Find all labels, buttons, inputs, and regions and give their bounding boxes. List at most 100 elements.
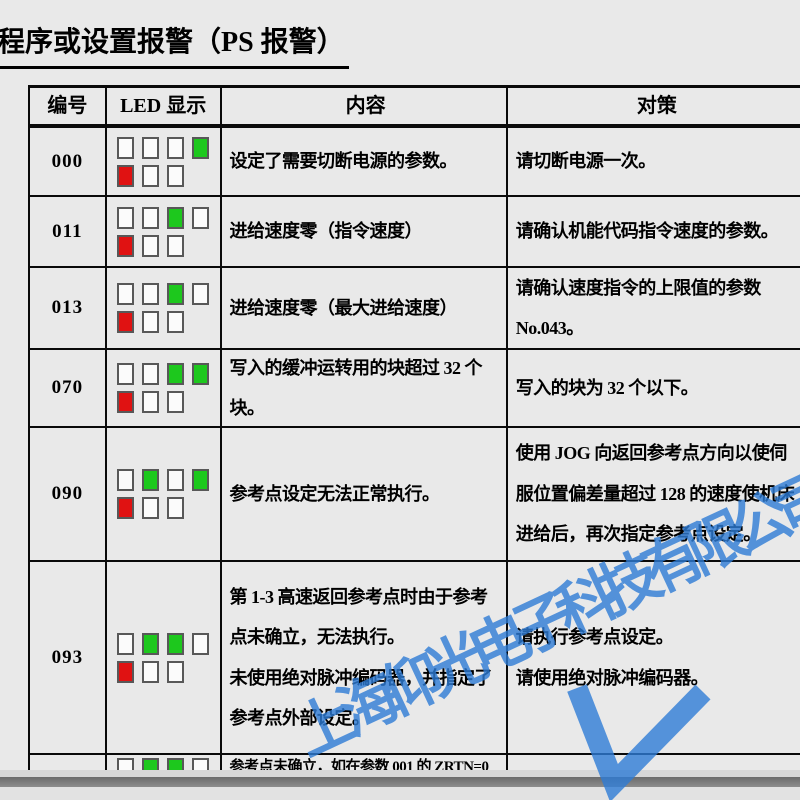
action-cell: 使用 JOG 向返回参考点方向以使伺服位置偏差量超过 128 的速度使机床进给后… [505,428,800,560]
led-row [117,469,210,491]
table-header-row: 编号 LED 显示 内容 对策 [30,88,800,128]
bottom-divider-bar [0,777,800,787]
led-square [167,206,185,229]
content-cell: 进给速度零（最大进给速度） [219,268,506,348]
led-square [117,632,135,655]
led-square [167,391,185,413]
content-cell: 参考点设定无法正常执行。 [219,428,506,560]
led-square [117,391,135,413]
led-row [117,363,210,385]
led-indicator [117,206,210,257]
led-square [142,206,160,229]
alarm-content: 参考点未确立，如在参数 001 的 ZRTN=0 [229,759,489,770]
alarm-action: 使用 JOG 向返回参考点方向以使伺服位置偏差量超过 128 的速度使机床进给后… [515,443,795,545]
table-row: 093 第 1-3 高速返回参考点时由于参考点未确立，无法执行。 未使用绝对脉冲… [30,562,800,755]
led-square [142,234,160,257]
alarm-action: 请切断电源一次。 [515,151,657,172]
alarm-id-cell: 011 [30,197,105,266]
led-row [117,391,185,413]
led-square [167,311,185,333]
led-square [192,206,210,229]
action-cell: 请执行参考点设定。 请使用绝对脉冲编码器。 [505,562,800,753]
action-cell: 请确认速度指令的上限值的参数 No.043。 [505,268,800,348]
content-cell: 写入的缓冲运转用的块超过 32 个块。 [219,350,506,426]
led-square [192,758,210,770]
led-square [117,497,135,519]
content-cell: 第 1-3 高速返回参考点时由于参考点未确立，无法执行。 未使用绝对脉冲编码器，… [219,562,506,753]
led-square [142,660,160,683]
led-square [142,391,160,413]
led-square [142,164,160,187]
alarm-id-cell: 013 [30,268,105,348]
led-square [167,632,185,655]
table-row: 013 进给速度零（最大进给速度） 请确认速度指令的上限值的参数 No.043。 [30,268,800,350]
led-cell [104,755,220,770]
table-row: 参考点未确立，如在参数 001 的 ZRTN=0 [30,755,800,770]
table-row: 000 设定了需要切断电源的参数。 请切断电源一次。 [30,128,800,197]
content-cell: 进给速度零（指令速度） [219,197,506,266]
led-square [117,206,135,229]
led-indicator [117,136,210,187]
alarm-id: 011 [52,220,83,242]
alarm-id: 090 [51,483,84,504]
header-label: LED 显示 [120,95,207,117]
action-cell: 写入的块为 32 个以下。 [505,350,800,426]
led-square [167,660,185,683]
alarm-action: 请确认速度指令的上限值的参数 No.043。 [515,277,762,339]
led-square [167,234,185,257]
header-cell-content: 内容 [219,88,506,124]
led-square [192,136,210,159]
led-row [117,234,185,257]
led-square [167,164,185,187]
led-square [167,136,185,159]
alarm-table: 编号 LED 显示 内容 对策 000 设定了需要切断电源的参数。 请切断电源一… [28,85,800,770]
action-cell: 请确认机能代码指令速度的参数。 [505,197,800,266]
led-row [117,206,210,229]
alarm-id-cell: 000 [30,128,105,195]
led-square [117,283,135,305]
alarm-id: 000 [51,150,84,172]
header-cell-led: LED 显示 [104,88,220,124]
led-square [117,469,135,491]
led-square [167,363,185,385]
led-square [142,497,160,519]
led-square [167,758,185,770]
led-cell [104,350,220,426]
header-label: 编号 [47,95,88,117]
led-square [117,758,135,770]
header-cell-id: 编号 [30,88,105,124]
led-square [142,758,160,770]
led-square [142,632,160,655]
led-cell [104,562,220,753]
table-row: 090 参考点设定无法正常执行。 使用 JOG 向返回参考点方向以使伺服位置偏差… [30,428,800,562]
led-row [117,311,185,333]
page-title: 程序或设置报警（PS 报警） [0,20,349,69]
led-square [142,311,160,333]
led-square [117,234,135,257]
led-square [192,283,210,305]
bottom-margin-area [0,787,800,800]
alarm-content: 参考点设定无法正常执行。 [229,483,441,504]
alarm-content: 设定了需要切断电源的参数。 [229,151,458,172]
led-square [142,136,160,159]
alarm-content: 写入的缓冲运转用的块超过 32 个块。 [229,357,483,419]
led-square [167,469,185,491]
led-row [117,283,210,305]
page-edge-strip [0,770,800,777]
led-cell [104,268,220,348]
led-square [117,660,135,683]
content-cell: 设定了需要切断电源的参数。 [219,128,506,195]
header-label: 对策 [636,95,677,117]
alarm-action: 请执行参考点设定。 请使用绝对脉冲编码器。 [515,627,709,688]
led-square [192,469,210,491]
action-cell [505,755,800,770]
led-square [117,136,135,159]
led-indicator [117,632,210,683]
led-cell [104,428,220,560]
alarm-id-cell [30,755,105,770]
led-row [117,660,185,683]
header-cell-action: 对策 [505,88,800,124]
alarm-action: 请确认机能代码指令速度的参数。 [515,221,779,242]
alarm-id-cell: 070 [30,350,105,426]
content-cell: 参考点未确立，如在参数 001 的 ZRTN=0 [219,755,506,770]
